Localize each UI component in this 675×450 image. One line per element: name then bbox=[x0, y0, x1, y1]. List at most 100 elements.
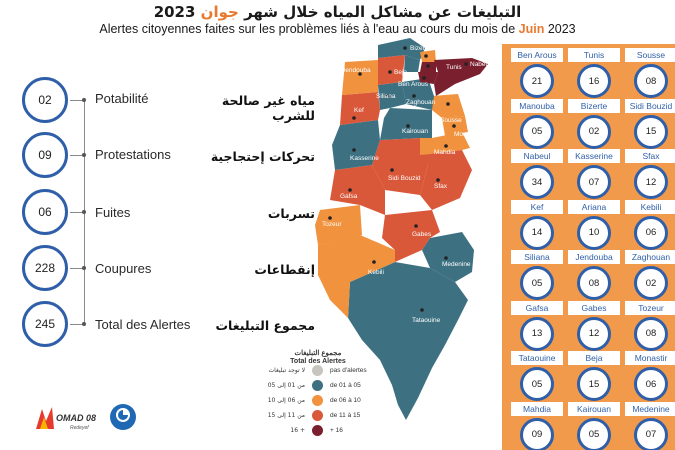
governorate-value: 21 bbox=[531, 75, 543, 87]
title-french: Alertes citoyennes faites sur les problè… bbox=[0, 22, 675, 36]
region-sfax bbox=[420, 150, 472, 210]
governorate-value: 14 bbox=[531, 227, 543, 238]
legend-swatch-6-10 bbox=[312, 395, 323, 406]
governorate-value-circle: 05 bbox=[520, 266, 554, 300]
governorate-label: Ariana bbox=[568, 199, 620, 214]
region-kasserine bbox=[332, 120, 380, 170]
title-fr-accent: Juin bbox=[518, 22, 545, 36]
legend-item-ar: من 06 إلى 10 bbox=[267, 397, 305, 404]
city-label-monastir: Monastir bbox=[454, 131, 480, 138]
stat-circle-coupures: 228 bbox=[22, 245, 68, 291]
governorate-value: 08 bbox=[645, 75, 657, 87]
governorate-value: 05 bbox=[531, 126, 543, 137]
city-label-sousse: Sousse bbox=[440, 117, 462, 124]
governorate-value-circle: 07 bbox=[577, 165, 611, 199]
governorate-label: Bizerte bbox=[568, 98, 620, 113]
legend-item-fr: de 11 à 15 bbox=[330, 412, 361, 419]
legend-item-fr: pas d'alertes bbox=[330, 367, 367, 374]
city-label-gabes: Gabes bbox=[412, 231, 432, 238]
legend-title-ar: مجموع التبليغات bbox=[294, 350, 342, 357]
governorate-label: Sousse bbox=[625, 48, 675, 62]
stat-label-fr: Protestations bbox=[95, 147, 171, 162]
governorate-value-circle: 08 bbox=[577, 266, 611, 300]
city-label-sidi-bouzid: Sidi Bouzid bbox=[388, 175, 421, 182]
title-fr-year: 2023 bbox=[547, 22, 576, 36]
governorate-value-circle: 14 bbox=[520, 215, 554, 250]
governorate-value-circle: 09 bbox=[520, 417, 554, 450]
governorate-label: Mahdia bbox=[511, 401, 563, 416]
governorate-value: 15 bbox=[588, 378, 600, 390]
stat-circle-potabilite: 02 bbox=[22, 77, 68, 123]
stat-label-ar: تحركات إحتجاجية bbox=[210, 149, 315, 164]
omad-logo: OMAD 08 Redeyef bbox=[36, 407, 96, 431]
governorate-value: 02 bbox=[645, 277, 657, 289]
region-bizerte bbox=[378, 38, 425, 60]
city-label-nabeul: Nabeul bbox=[470, 61, 491, 68]
legend-item-fr: + 16 bbox=[330, 427, 343, 434]
stat-value: 09 bbox=[38, 148, 52, 162]
region-sidi-bouzid bbox=[372, 138, 428, 195]
city-label-siliana: Siliana bbox=[376, 93, 396, 100]
governorate-value-circle: 12 bbox=[577, 316, 611, 351]
governorate-value: 06 bbox=[645, 378, 657, 390]
connector-dot bbox=[82, 322, 86, 326]
governorate-value: 07 bbox=[588, 176, 600, 188]
governorate-value-circle: 34 bbox=[520, 165, 554, 199]
connector bbox=[70, 212, 84, 213]
governorate-value: 05 bbox=[588, 429, 600, 440]
connector-dot bbox=[82, 153, 86, 157]
governorate-label: Kebili bbox=[625, 199, 675, 214]
city-label-medenine: Medenine bbox=[442, 261, 471, 268]
governorate-value: 05 bbox=[531, 277, 543, 289]
legend-item-ar: + 16 bbox=[290, 427, 305, 434]
governorate-value: 07 bbox=[645, 429, 657, 440]
city-label-ben-arous: Ben Arous bbox=[398, 81, 429, 88]
omad-logo-text: OMAD 08 bbox=[56, 413, 96, 423]
governorate-value-circle: 02 bbox=[634, 266, 668, 300]
title-ar-year: 2023 bbox=[153, 3, 196, 21]
region-kairouan bbox=[380, 108, 432, 140]
governorate-label: Tataouine bbox=[511, 351, 563, 365]
stat-value: 06 bbox=[38, 205, 52, 219]
governorate-value: 09 bbox=[531, 429, 543, 440]
governorate-value-circle: 16 bbox=[577, 64, 611, 98]
city-markers: Bizerte Ariana Tunis Nabeul Jendouba Bej… bbox=[322, 45, 491, 324]
stat-value: 228 bbox=[34, 261, 56, 275]
stat-circle-protestations: 09 bbox=[22, 132, 68, 178]
city-label-ariana: Ariana bbox=[452, 53, 471, 60]
governorate-label: Tunis bbox=[568, 48, 620, 62]
connector-dot bbox=[82, 210, 86, 214]
governorate-value: 08 bbox=[588, 277, 600, 289]
stat-circle-fuites: 06 bbox=[22, 189, 68, 235]
governorate-value: 12 bbox=[588, 328, 600, 339]
governorate-value-circle: 10 bbox=[577, 215, 611, 250]
governorate-label: Tozeur bbox=[625, 300, 675, 315]
region-jendouba bbox=[342, 60, 378, 95]
governorate-value-circle: 02 bbox=[577, 114, 611, 149]
legend-item-fr: de 01 à 05 bbox=[330, 382, 361, 389]
governorate-value-circle: 05 bbox=[520, 114, 554, 149]
governorate-label: Gafsa bbox=[511, 300, 563, 315]
governorate-label: Sidi Bouzid bbox=[625, 98, 675, 113]
governorate-value-circle: 08 bbox=[634, 316, 668, 351]
legend-title-fr: Total des Alertes bbox=[290, 358, 346, 365]
region-siliana bbox=[378, 82, 406, 110]
governorate-value: 08 bbox=[645, 328, 657, 339]
governorate-label: Jendouba bbox=[568, 250, 620, 264]
city-label-jendouba: Jendouba bbox=[342, 67, 371, 74]
title-ar-main: التبليغات عن مشاكل المياه خلال شهر bbox=[244, 3, 522, 21]
region-tozeur bbox=[315, 205, 362, 245]
title-fr-main: Alertes citoyennes faites sur les problè… bbox=[99, 22, 516, 36]
connector bbox=[70, 155, 84, 156]
region-gafsa bbox=[330, 165, 385, 215]
governorate-value: 05 bbox=[531, 378, 543, 390]
connector-dot bbox=[82, 266, 86, 270]
stat-label-fr: Fuites bbox=[95, 205, 131, 220]
region-manouba bbox=[404, 55, 420, 72]
legend-swatch-16plus bbox=[312, 425, 323, 436]
region-mahdia bbox=[420, 132, 470, 155]
governorate-value-circle: 05 bbox=[577, 417, 611, 450]
governorate-label: Nabeul bbox=[511, 149, 563, 163]
governorate-value-circle: 06 bbox=[634, 367, 668, 401]
governorate-label: Zaghouan bbox=[625, 250, 675, 264]
